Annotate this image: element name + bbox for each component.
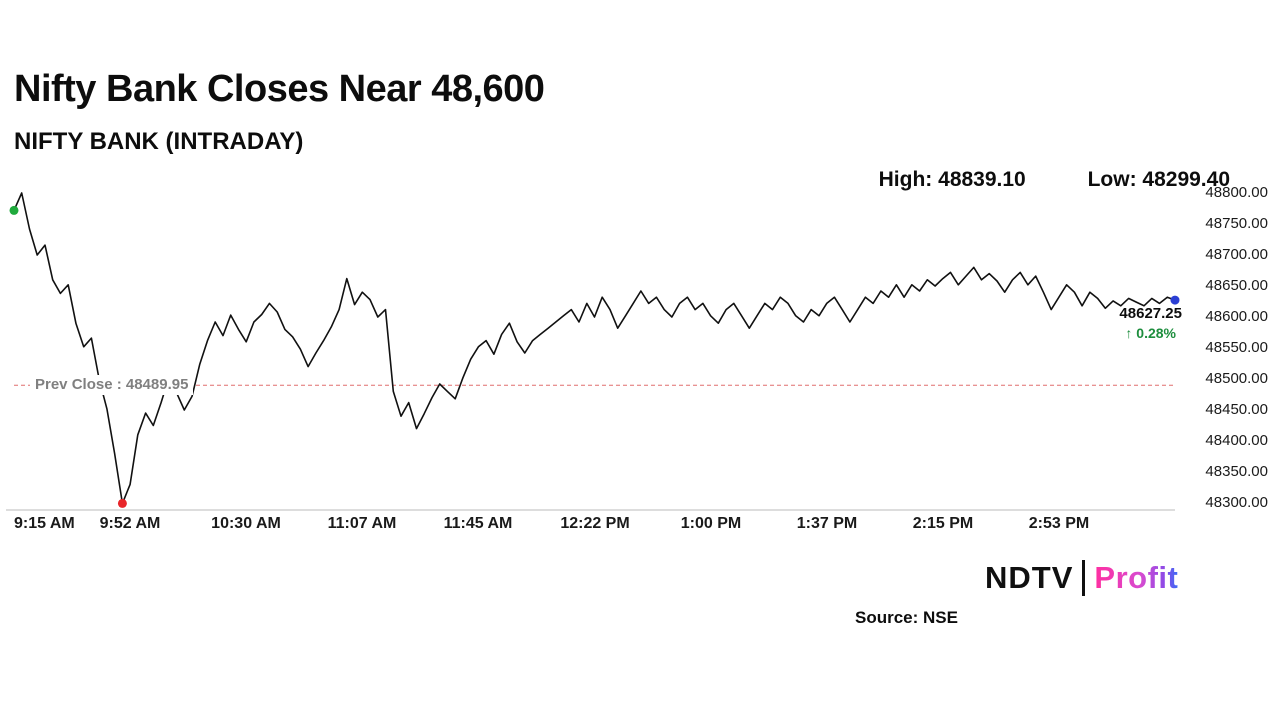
ndtv-wordmark: NDTV xyxy=(985,560,1074,595)
y-axis-tick-label: 48450.00 xyxy=(1205,401,1268,418)
chart-subtitle: NIFTY BANK (INTRADAY) xyxy=(14,128,304,155)
x-axis-tick-label: 1:37 PM xyxy=(796,515,858,532)
y-axis-tick-label: 48600.00 xyxy=(1205,308,1268,325)
x-axis-tick-label: 1:00 PM xyxy=(680,515,742,532)
open-marker-dot xyxy=(9,205,19,215)
high-low-row: High: 48839.10 Low: 48299.40 xyxy=(879,168,1230,192)
last-change-percent: ↑ 0.28% xyxy=(1125,325,1176,341)
y-axis-tick-label: 48350.00 xyxy=(1205,463,1268,480)
page-title: Nifty Bank Closes Near 48,600 xyxy=(14,68,545,110)
x-axis-tick-label: 11:07 AM xyxy=(327,515,397,532)
last-price-annotation: 48627.25 ↑ 0.28% xyxy=(1119,305,1182,342)
source-attribution: Source: NSE xyxy=(855,608,958,627)
x-axis-tick-label: 2:53 PM xyxy=(1028,515,1090,532)
high-label: High: xyxy=(878,168,933,191)
x-axis-tick-label: 12:22 PM xyxy=(560,515,630,532)
y-axis-tick-label: 48650.00 xyxy=(1205,277,1268,294)
high-stat: High: 48839.10 xyxy=(879,168,1026,191)
low-marker-dot xyxy=(117,498,127,508)
ndtv-profit-logo: NDTV Profit xyxy=(985,560,1178,596)
x-axis-tick-label: 9:52 AM xyxy=(99,515,161,532)
low-stat: Low: 48299.40 xyxy=(1088,168,1230,191)
high-value: 48839.10 xyxy=(938,168,1026,191)
y-axis-tick-label: 48800.00 xyxy=(1205,184,1268,201)
x-axis-tick-label: 9:15 AM xyxy=(14,515,75,532)
low-label: Low: xyxy=(1087,168,1137,191)
price-line-series xyxy=(13,192,1176,505)
y-axis-tick-label: 48300.00 xyxy=(1205,494,1268,511)
y-axis-tick-label: 48550.00 xyxy=(1205,339,1268,356)
y-axis-tick-label: 48750.00 xyxy=(1205,215,1268,232)
low-value: 48299.40 xyxy=(1142,168,1230,191)
y-axis-tick-label: 48700.00 xyxy=(1205,246,1268,263)
prev-close-label: Prev Close : 48489.95 xyxy=(30,375,194,395)
y-axis-tick-label: 48400.00 xyxy=(1205,432,1268,449)
profit-wordmark: Profit xyxy=(1094,560,1179,595)
x-axis-tick-label: 2:15 PM xyxy=(912,515,974,532)
x-axis-tick-label: 11:45 AM xyxy=(443,515,513,532)
logo-divider xyxy=(1082,560,1086,596)
last-price-value: 48627.25 xyxy=(1119,305,1182,322)
y-axis-tick-label: 48500.00 xyxy=(1205,370,1268,387)
x-axis-tick-label: 10:30 AM xyxy=(211,515,281,532)
last-marker-dot xyxy=(1170,295,1180,305)
